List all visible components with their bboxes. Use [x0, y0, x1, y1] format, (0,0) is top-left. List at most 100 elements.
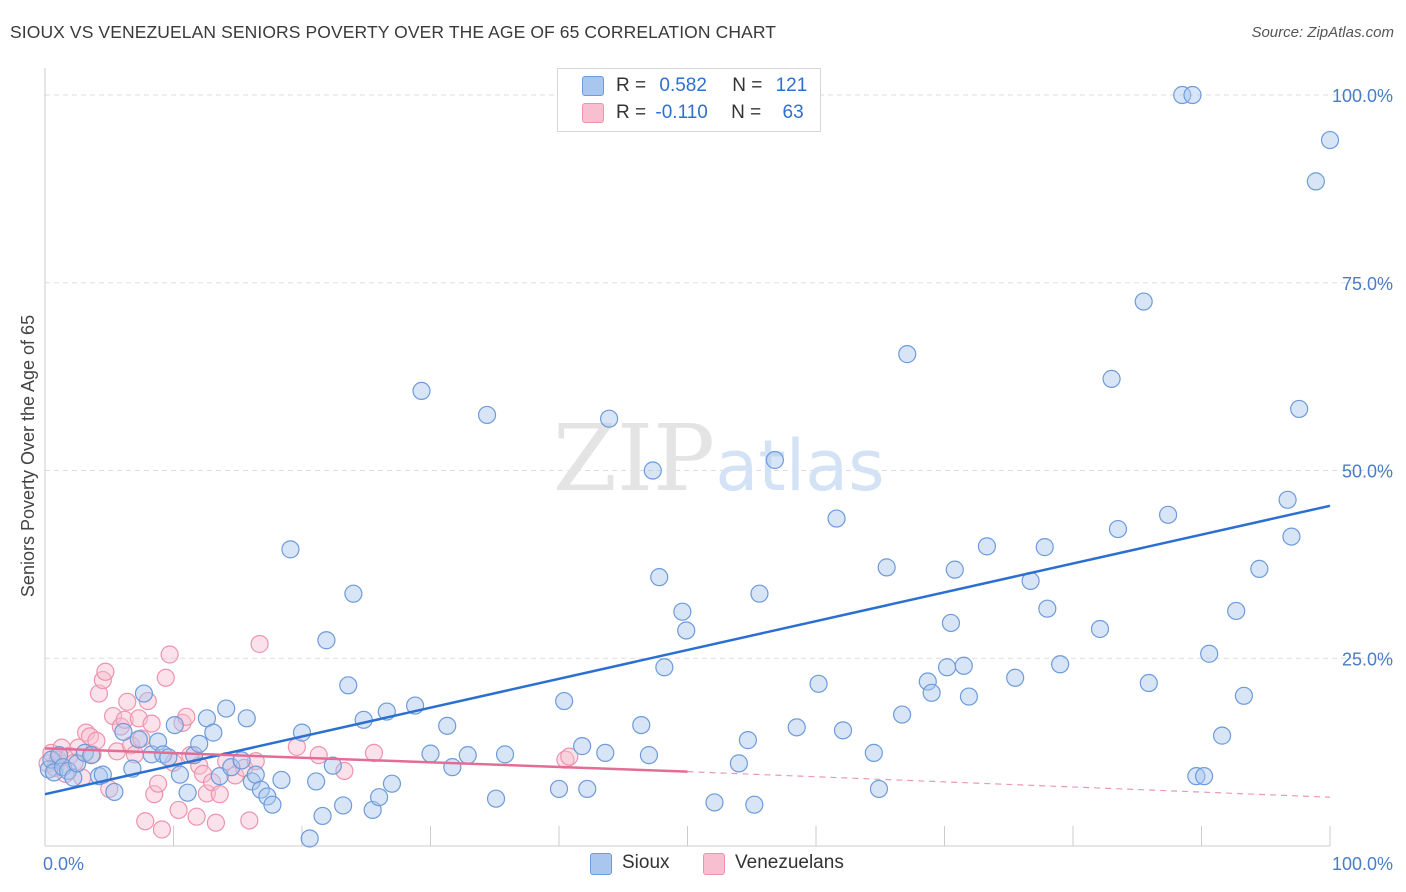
sioux-point [300, 829, 319, 848]
sioux-point [787, 718, 806, 737]
sioux-point [44, 763, 64, 782]
legend-r-value: 0.582 [659, 75, 707, 96]
sioux-point [959, 687, 979, 706]
sioux-point [600, 409, 619, 428]
venezuelans-point [142, 714, 161, 733]
venezuelans-point [335, 761, 354, 781]
venezuelans-point [148, 774, 168, 793]
sioux-point [1158, 505, 1178, 524]
sioux-point [339, 676, 358, 695]
sioux-point [1194, 767, 1214, 786]
legend-n-label: N = [732, 75, 763, 96]
sioux-point [412, 381, 431, 401]
legend-swatch-venezuelans [582, 103, 604, 123]
sioux-point [50, 746, 69, 765]
sioux-point [1320, 130, 1340, 150]
sioux-point [93, 765, 112, 784]
sioux-point [272, 770, 291, 790]
sioux-point [833, 721, 853, 740]
sioux-point [344, 584, 363, 603]
sioux-point [421, 744, 440, 763]
sioux-point [1200, 644, 1219, 663]
sioux-point [677, 621, 696, 640]
venezuelans-point [169, 800, 188, 820]
sioux-point [1006, 668, 1025, 687]
sioux-point [354, 710, 373, 729]
sioux-point [549, 779, 569, 799]
x-tick-label: 100.0% [1332, 854, 1393, 874]
venezuelans-point [145, 785, 164, 804]
venezuelans-point [210, 785, 229, 804]
venezuelans-point [240, 811, 259, 830]
sioux-point [129, 730, 148, 749]
venezuelans-point [96, 662, 115, 681]
legend-r-label: R = [616, 75, 647, 96]
sioux-point [477, 405, 497, 425]
venezuelans-point [156, 668, 175, 687]
sioux-point [578, 779, 597, 799]
sioux-point [438, 716, 457, 735]
sioux-point [877, 558, 896, 577]
legend-text-venezuelans: R = -0.110 N = 63 [616, 102, 804, 124]
venezuelans-points [38, 634, 579, 839]
sioux-point [864, 743, 883, 762]
sioux-point [745, 795, 764, 814]
sioux-point [495, 745, 515, 764]
venezuelans-point [118, 692, 137, 711]
sioux-point [134, 684, 154, 703]
legend-r-value: -0.110 [655, 102, 708, 123]
venezuelans-point [160, 645, 179, 664]
sioux-point [827, 509, 846, 528]
y-tick-label: 25.0% [1342, 649, 1393, 669]
y-tick-label: 75.0% [1342, 274, 1393, 294]
sioux-point [954, 656, 973, 675]
sioux-point [555, 691, 574, 711]
sioux-point [217, 699, 236, 718]
sioux-point [323, 756, 342, 775]
sioux-point [1139, 673, 1158, 693]
sioux-point [281, 540, 300, 559]
sioux-point [1102, 369, 1121, 388]
sioux-point [1090, 619, 1110, 639]
tick-labels: 25.0% 50.0% 75.0% 100.0% 0.0% 100.0% [43, 86, 1393, 874]
venezuelans-point [250, 634, 269, 654]
legend-n-value: 63 [782, 102, 804, 123]
y-tick-label: 50.0% [1342, 462, 1393, 482]
sioux-points [39, 85, 1340, 848]
sioux-point [869, 779, 889, 799]
legend-text-sioux: R = 0.582 N = 121 [616, 75, 807, 97]
sioux-point [178, 783, 197, 802]
legend-r-label: R = [616, 102, 647, 123]
sioux-point [1282, 527, 1301, 546]
grid-lines [45, 94, 1393, 659]
x-tick-label: 0.0% [43, 854, 84, 874]
sioux-point [937, 658, 957, 677]
y-tick-label: 100.0% [1332, 86, 1393, 106]
legend-n-value: 121 [775, 75, 808, 96]
sioux-point [809, 674, 828, 693]
sioux-point [1173, 85, 1192, 105]
sioux-point [251, 780, 270, 799]
sioux-point [1035, 538, 1054, 557]
sioux-point [639, 746, 659, 765]
venezuelans-point [136, 812, 155, 831]
bottom-legend-swatch-venezuelans [703, 853, 725, 875]
sioux-point [945, 560, 964, 579]
sioux-point [1183, 85, 1202, 105]
sioux-point [1187, 767, 1206, 786]
venezuelans-point [89, 684, 109, 703]
sioux-point [1306, 172, 1325, 191]
sioux-point [750, 584, 769, 603]
sioux-point [1278, 490, 1297, 509]
sioux-point [1212, 726, 1232, 745]
sioux-point [1234, 686, 1254, 705]
venezuelans-point [197, 784, 217, 803]
trend-lines [44, 504, 1331, 798]
sioux-point [263, 795, 282, 814]
sioux-point [705, 793, 724, 812]
sioux-point [154, 745, 173, 764]
sioux-point [64, 768, 83, 787]
venezuelans-point [206, 813, 226, 832]
bottom-legend-venezuelans: Venezuelans [703, 852, 873, 876]
